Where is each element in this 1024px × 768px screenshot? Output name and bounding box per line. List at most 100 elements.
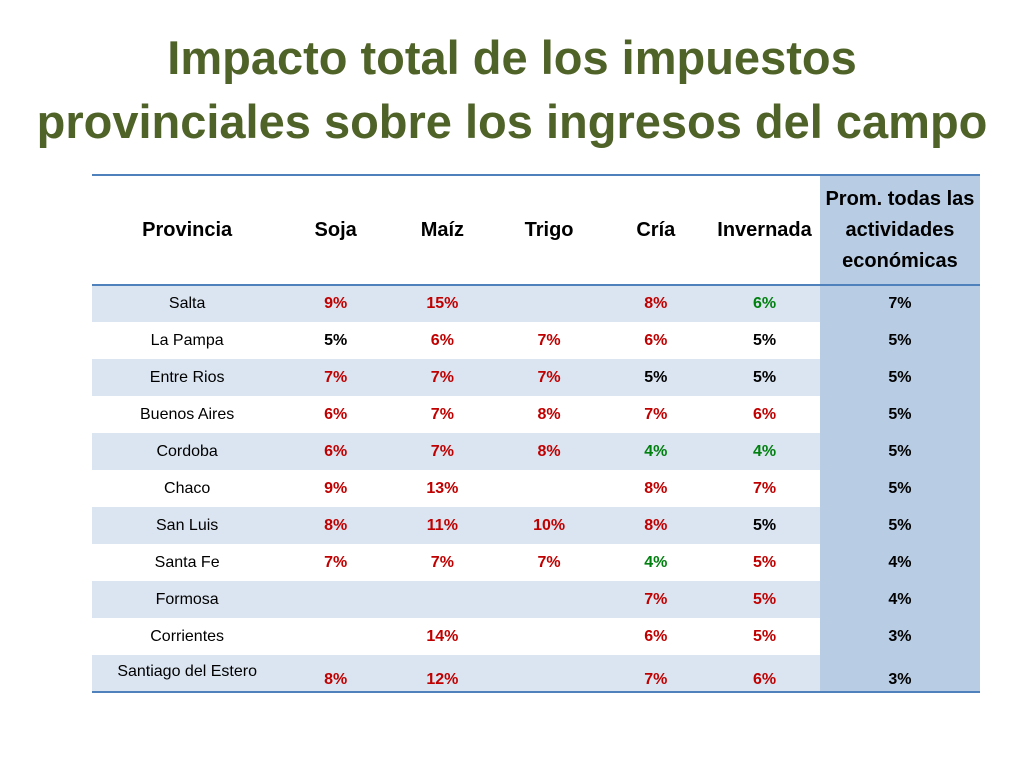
- cell-cria: 6%: [644, 627, 668, 645]
- slide-title-line1: Impacto total de los impuestos: [167, 31, 857, 84]
- cell-trigo: 10%: [495, 507, 603, 544]
- cell-maiz: 14%: [426, 627, 459, 645]
- cell-promedio: 3%: [819, 618, 980, 655]
- cell-cria: 7%: [602, 581, 710, 618]
- cell-trigo: 8%: [537, 405, 561, 423]
- cell-invernada: 7%: [752, 479, 777, 497]
- cell-provincia: San Luis: [92, 507, 283, 544]
- cell-invernada: 5%: [752, 331, 777, 349]
- cell-trigo: 8%: [495, 433, 603, 470]
- cell-maiz: [389, 581, 496, 618]
- cell-soja: 7%: [324, 553, 348, 571]
- table-row: Corrientes 14% 6% 5% 3%: [92, 618, 980, 655]
- table-body: Salta 9% 15% 8% 6% 7% La Pampa 5% 6% 7% 6% 5% 5% Entr…: [92, 285, 980, 692]
- cell-soja: 9%: [324, 479, 348, 497]
- cell-trigo: 7%: [495, 359, 603, 396]
- table-row: Santiago del Estero 8% 12% 7% 6% 3%: [92, 655, 980, 692]
- cell-cria: 8%: [602, 285, 710, 322]
- cell-maiz: 7%: [430, 405, 454, 423]
- header-provincia: Provincia: [142, 218, 233, 241]
- cell-invernada: 6%: [709, 655, 820, 692]
- cell-invernada: 5%: [709, 507, 820, 544]
- cell-maiz: 6%: [430, 331, 454, 349]
- cell-soja: 6%: [324, 405, 348, 423]
- header-maiz: Maíz: [420, 218, 465, 241]
- cell-invernada: 5%: [752, 627, 777, 645]
- cell-promedio: 7%: [819, 285, 980, 322]
- cell-provincia: Formosa: [92, 581, 283, 618]
- cell-promedio: 3%: [819, 655, 980, 692]
- cell-invernada: 5%: [752, 553, 777, 571]
- cell-cria: 4%: [602, 433, 710, 470]
- cell-trigo: 7%: [537, 553, 561, 571]
- cell-provincia: Santa Fe: [154, 553, 220, 571]
- cell-soja: 7%: [282, 359, 389, 396]
- cell-soja: 8%: [282, 655, 389, 692]
- cell-cria: 8%: [644, 479, 668, 497]
- cell-trigo: [496, 470, 603, 507]
- tax-impact-table: Provincia Soja Maíz Trigo Cría Invernada…: [92, 174, 980, 693]
- cell-provincia: Salta: [92, 285, 283, 322]
- cell-trigo: [495, 581, 603, 618]
- header-promedio-line2: actividades: [845, 218, 955, 241]
- cell-promedio: 5%: [819, 396, 980, 433]
- cell-maiz: 11%: [389, 507, 496, 544]
- cell-soja: 9%: [282, 285, 389, 322]
- slide-title-line2: provinciales sobre los ingresos del camp…: [36, 95, 988, 148]
- cell-promedio: 5%: [819, 470, 980, 507]
- cell-cria: 7%: [602, 655, 710, 692]
- cell-promedio: 4%: [819, 544, 980, 581]
- cell-soja: 6%: [282, 433, 389, 470]
- cell-invernada: 5%: [709, 359, 820, 396]
- table-row: Formosa 7% 5% 4%: [92, 581, 980, 618]
- cell-provincia: Cordoba: [92, 433, 283, 470]
- cell-maiz: 12%: [389, 655, 496, 692]
- cell-maiz: 7%: [389, 433, 496, 470]
- cell-provincia: Santiago del Estero: [92, 655, 283, 692]
- cell-provincia: Entre Rios: [92, 359, 283, 396]
- cell-promedio: 5%: [819, 433, 980, 470]
- cell-cria: 7%: [644, 405, 668, 423]
- table-row: Buenos Aires 6% 7% 8% 7% 6% 5%: [92, 396, 980, 433]
- cell-promedio: 5%: [819, 359, 980, 396]
- cell-cria: 4%: [644, 553, 668, 571]
- header-soja: Soja: [314, 218, 357, 241]
- cell-cria: 8%: [602, 507, 710, 544]
- cell-invernada: 5%: [709, 581, 820, 618]
- cell-provincia: Chaco: [164, 479, 211, 497]
- cell-invernada: 4%: [709, 433, 820, 470]
- table-row: Santa Fe 7% 7% 7% 4% 5% 4%: [92, 544, 980, 581]
- cell-soja: 8%: [282, 507, 389, 544]
- cell-promedio: 5%: [819, 507, 980, 544]
- cell-trigo: 7%: [537, 331, 561, 349]
- table-row: Chaco 9% 13% 8% 7% 5%: [92, 470, 980, 507]
- cell-promedio: 4%: [819, 581, 980, 618]
- cell-trigo: [495, 655, 603, 692]
- cell-maiz: 7%: [389, 359, 496, 396]
- cell-provincia: Corrientes: [150, 627, 225, 645]
- table-row: Cordoba 6% 7% 8% 4% 4% 5%: [92, 433, 980, 470]
- header-invernada: Invernada: [717, 218, 812, 241]
- cell-trigo: [496, 618, 603, 655]
- cell-trigo: [495, 285, 603, 322]
- cell-cria: 5%: [602, 359, 710, 396]
- header-promedio-line1: Prom. todas las: [825, 187, 975, 210]
- header-promedio-line3: económicas: [842, 249, 958, 272]
- cell-promedio: 5%: [819, 322, 980, 359]
- cell-soja: [282, 618, 389, 655]
- table-row: Entre Rios 7% 7% 7% 5% 5% 5%: [92, 359, 980, 396]
- cell-maiz: 15%: [389, 285, 496, 322]
- header-promedio: Prom. todas las actividades económicas: [819, 175, 980, 285]
- table-row: La Pampa 5% 6% 7% 6% 5% 5%: [92, 322, 980, 359]
- header-trigo: Trigo: [524, 218, 574, 241]
- header-cria: Cría: [636, 218, 676, 241]
- cell-provincia: Buenos Aires: [140, 405, 235, 423]
- slide-title: Impacto total de los impuestos provincia…: [0, 26, 1024, 154]
- table-row: Salta 9% 15% 8% 6% 7%: [92, 285, 980, 322]
- cell-soja: 5%: [324, 331, 348, 349]
- table-row: San Luis 8% 11% 10% 8% 5% 5%: [92, 507, 980, 544]
- header-row: Provincia Soja Maíz Trigo Cría Invernada…: [92, 175, 980, 285]
- cell-invernada: 6%: [709, 285, 820, 322]
- cell-cria: 6%: [644, 331, 668, 349]
- cell-invernada: 6%: [752, 405, 777, 423]
